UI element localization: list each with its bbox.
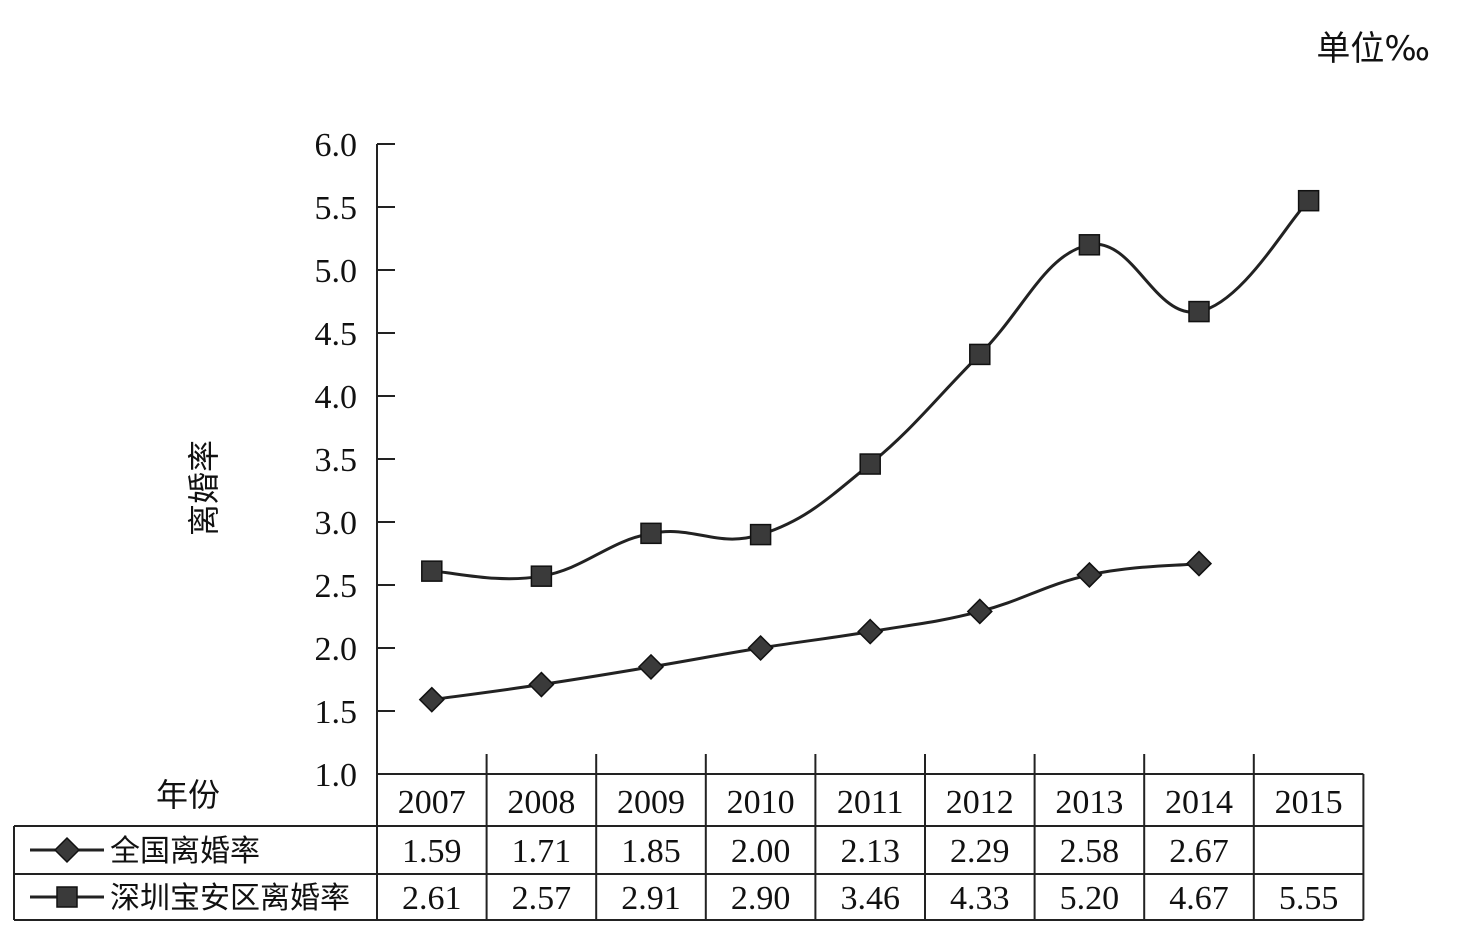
x-category-label: 2011 (837, 784, 904, 821)
series-1-point (747, 634, 774, 662)
x-category-label: 2009 (617, 784, 685, 821)
x-category-label: 2014 (1165, 784, 1233, 821)
x-category-label: 2012 (946, 784, 1014, 821)
x-category-label: 2010 (727, 784, 795, 821)
y-tick-label: 3.0 (315, 505, 358, 542)
x-category-label: 2015 (1275, 784, 1343, 821)
y-tick-label: 1.0 (315, 757, 358, 794)
y-tick-label: 4.0 (315, 379, 358, 416)
data-label: 2.58 (1060, 833, 1120, 870)
data-label: 1.71 (512, 833, 572, 870)
data-table: 2007 2008 2009 2010 2011 2012 2013 2014 2015 全国离婚… (13, 754, 1365, 921)
series-2-point (749, 523, 772, 546)
x-category-label: 2013 (1055, 784, 1123, 821)
data-label: 4.67 (1169, 880, 1229, 917)
series-2-point (640, 522, 662, 545)
series-2-point (1188, 300, 1210, 323)
data-label: 3.46 (840, 880, 900, 917)
series-1-point (966, 598, 993, 625)
series-2-point (530, 565, 553, 587)
series-2-point (1297, 189, 1320, 212)
x-category-label: 2007 (398, 784, 466, 821)
unit-label: 单位‰ (1316, 29, 1430, 69)
series-1-point (857, 618, 884, 645)
series-2-point (969, 343, 991, 366)
legend-marker (53, 836, 81, 864)
data-label: 2.90 (731, 880, 791, 917)
y-tick-label: 2.0 (315, 631, 358, 668)
legend-marker (56, 886, 78, 908)
series-1-point (637, 653, 665, 680)
series-1-point (418, 686, 445, 713)
data-label: 2.57 (512, 880, 572, 917)
plot-area (418, 189, 1320, 713)
data-label: 1.85 (621, 833, 681, 870)
legend-label: 全国离婚率 (110, 834, 260, 869)
data-label: 2.61 (402, 880, 462, 917)
legend-label: 深圳宝安区离婚率 (110, 881, 350, 916)
data-label: 1.59 (402, 833, 462, 870)
series-2-point (1078, 234, 1101, 256)
data-label: 5.55 (1279, 880, 1339, 917)
x-category-label: 2008 (507, 784, 575, 821)
series-line-2 (431, 199, 1310, 581)
series-1-point (528, 671, 555, 698)
data-label: 5.20 (1060, 880, 1120, 917)
data-label: 2.91 (621, 880, 681, 917)
data-label: 2.00 (731, 833, 791, 870)
series-2-point (421, 560, 443, 582)
series-1-point (1185, 550, 1213, 577)
y-tick-label: 3.5 (315, 442, 358, 479)
y-tick-label: 6.0 (315, 127, 358, 164)
data-label: 2.67 (1169, 833, 1229, 870)
data-label: 4.33 (950, 880, 1010, 917)
y-tick-label: 4.5 (315, 316, 358, 353)
y-axis: 1.0 1.5 2.0 2.5 3.0 3.5 4.0 4.5 5.0 5.5 6.0 (315, 127, 395, 794)
y-tick-label: 1.5 (315, 694, 358, 731)
data-label: 2.29 (950, 833, 1010, 870)
y-tick-label: 2.5 (315, 568, 358, 605)
series-2-point (859, 453, 881, 475)
series-line-1 (431, 562, 1200, 702)
x-axis-label: 年份 (156, 776, 220, 814)
y-tick-label: 5.0 (315, 253, 358, 290)
data-label: 2.13 (840, 833, 900, 870)
y-axis-label: 离婚率 (185, 440, 223, 536)
series-1-point (1076, 561, 1103, 588)
y-tick-label: 5.5 (315, 190, 358, 227)
